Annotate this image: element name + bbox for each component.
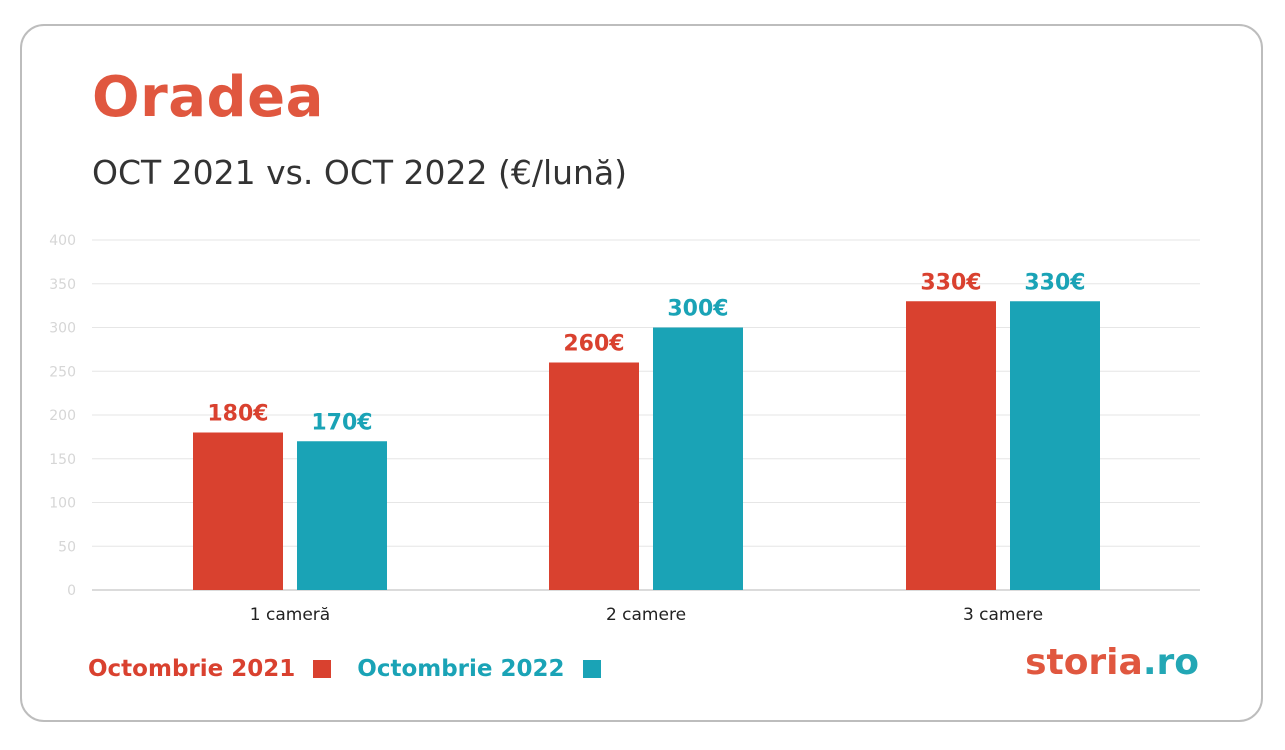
legend: Octombrie 2021 Octombrie 2022 xyxy=(88,656,627,682)
storia-logo: storia.ro xyxy=(1025,645,1199,681)
brand-tld: .ro xyxy=(1142,642,1199,683)
y-tick-label: 0 xyxy=(67,583,76,599)
data-label: 330€ xyxy=(1024,270,1085,295)
chart-title: Oradea xyxy=(92,65,324,130)
legend-label-2021: Octombrie 2021 xyxy=(88,656,296,682)
bar xyxy=(1010,301,1100,590)
legend-item-2021: Octombrie 2021 xyxy=(88,656,332,682)
y-tick-label: 400 xyxy=(49,233,76,249)
data-label: 180€ xyxy=(207,402,268,427)
data-label: 330€ xyxy=(920,270,981,295)
brand-main: storia xyxy=(1025,642,1143,683)
legend-swatch-2022 xyxy=(582,660,601,678)
data-label: 260€ xyxy=(563,332,624,357)
y-tick-label: 150 xyxy=(49,452,76,468)
legend-swatch-2021 xyxy=(313,660,332,678)
y-tick-label: 350 xyxy=(49,277,76,293)
legend-item-2022: Octombrie 2022 xyxy=(357,656,601,682)
y-tick-label: 50 xyxy=(58,539,76,555)
data-label: 170€ xyxy=(311,410,372,435)
bar xyxy=(906,301,996,590)
x-tick-label: 3 camere xyxy=(963,605,1043,625)
x-tick-label: 1 cameră xyxy=(250,605,330,625)
bar xyxy=(549,362,639,590)
bar xyxy=(653,327,743,590)
data-label: 300€ xyxy=(667,297,728,322)
y-tick-label: 250 xyxy=(49,364,76,380)
y-tick-label: 200 xyxy=(49,408,76,424)
chart-subtitle: OCT 2021 vs. OCT 2022 (€/lună) xyxy=(92,153,628,192)
y-tick-label: 300 xyxy=(49,321,76,337)
x-tick-label: 2 camere xyxy=(606,605,686,625)
bar xyxy=(193,432,283,590)
legend-label-2022: Octombrie 2022 xyxy=(357,656,565,682)
bar xyxy=(297,441,387,590)
y-tick-label: 100 xyxy=(49,496,76,512)
